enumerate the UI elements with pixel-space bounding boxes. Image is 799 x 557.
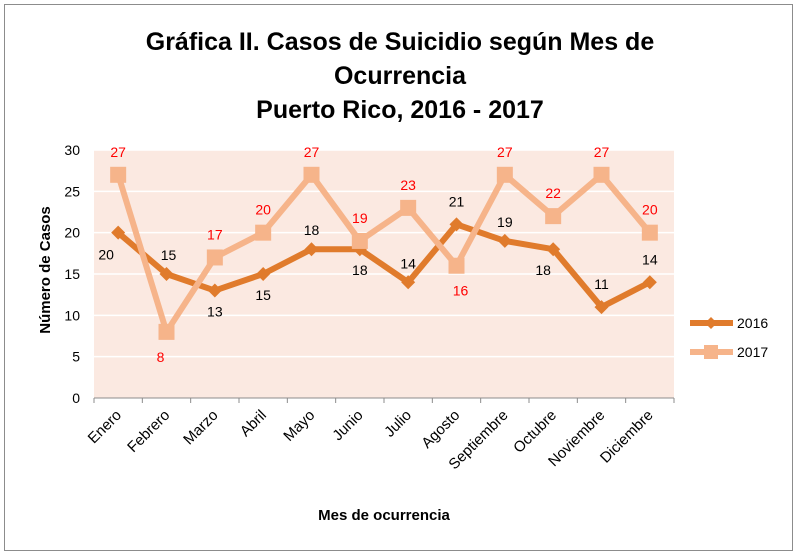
series-line-2016: [115, 221, 653, 311]
data-point-2017: [400, 199, 417, 216]
series-layer: [110, 166, 658, 340]
data-point-2017: [303, 166, 320, 183]
legend-item-2016: 2016: [690, 315, 768, 331]
y-tick-label: 0: [72, 390, 80, 406]
data-point-2016: [159, 267, 174, 281]
x-tick-label: Marzo: [180, 407, 221, 448]
data-point-2017: [641, 224, 658, 241]
x-tick-label: Diciembre: [597, 407, 657, 467]
data-point-2017: [158, 323, 175, 340]
legend: 2016 2017: [690, 315, 768, 360]
data-label-2016: 14: [400, 255, 416, 271]
data-label-2017: 22: [545, 185, 561, 201]
data-point-2017: [545, 208, 562, 225]
chart-title-line-1: Gráfica II. Casos de Suicidio según Mes …: [146, 28, 655, 56]
series-2017: [110, 166, 658, 340]
data-label-2017: 8: [157, 349, 165, 365]
data-label-2017: 27: [110, 144, 126, 160]
chart-title-line-3: Puerto Rico, 2016 - 2017: [256, 96, 544, 124]
y-tick-label: 30: [64, 142, 80, 158]
data-label-2017: 27: [497, 144, 513, 160]
x-tick-label: Enero: [85, 407, 125, 447]
data-point-2017: [351, 232, 368, 249]
x-tick-label: Octubre: [510, 407, 560, 457]
y-tick-label: 5: [72, 349, 80, 365]
y-tick-label: 10: [64, 307, 80, 323]
series-2016: [111, 217, 657, 315]
data-label-2016: 21: [449, 193, 465, 209]
data-point-2017: [448, 257, 465, 274]
data-point-2016: [449, 217, 464, 232]
data-label-2017: 23: [400, 177, 416, 193]
data-point-2017: [593, 166, 610, 183]
data-label-2016: 11: [594, 276, 609, 292]
chart-title-line-2: Ocurrencia: [334, 62, 467, 90]
series-line-2017: [115, 171, 653, 335]
x-axis: [93, 397, 675, 403]
y-tick-label: 25: [64, 183, 80, 199]
data-point-2016: [546, 242, 561, 257]
data-point-2016: [594, 300, 609, 315]
x-tick-label: Julio: [381, 407, 415, 441]
x-tick-label: Mayo: [280, 407, 318, 445]
data-point-2017: [496, 166, 513, 183]
y-axis-label: Número de Casos: [37, 206, 54, 334]
data-label-2016: 18: [535, 262, 551, 278]
data-point-2016: [256, 267, 271, 281]
x-tick-label: Febrero: [124, 407, 173, 456]
data-point-2017: [255, 224, 272, 241]
data-label-2016: 14: [642, 251, 658, 267]
data-label-2017: 19: [352, 210, 368, 226]
data-label-2017: 27: [594, 144, 610, 160]
legend-item-2017: 2017: [690, 344, 768, 360]
data-labels-layer: 20 15 13 15 18 18 14 21 19 18 11 14 27 8 17 20 27 19 23 16 2…: [98, 144, 657, 365]
y-axis-ticks: 0 5 10 15 20 25 30: [64, 142, 80, 406]
x-tick-label: Junio: [329, 407, 366, 444]
x-tick-label: Agosto: [418, 407, 463, 452]
data-label-2017: 17: [207, 226, 223, 242]
data-point-2017: [206, 249, 223, 266]
data-point-2016: [642, 275, 657, 290]
data-label-2016: 18: [304, 222, 320, 238]
data-point-2016: [497, 233, 512, 248]
x-axis-tick-labels: Enero Febrero Marzo Abril Mayo Junio Julio Agos…: [85, 407, 657, 473]
data-point-2016: [111, 225, 126, 240]
data-point-2017: [110, 166, 127, 183]
x-axis-label: Mes de ocurrencia: [318, 507, 450, 524]
data-point-2016: [207, 283, 222, 298]
data-label-2016: 15: [161, 247, 177, 263]
y-tick-label: 20: [64, 225, 80, 241]
data-point-2016: [401, 275, 416, 290]
legend-label: 2016: [737, 315, 768, 331]
y-tick-label: 15: [64, 266, 80, 282]
data-label-2017: 16: [453, 283, 469, 299]
data-label-2017: 20: [255, 202, 271, 218]
data-label-2017: 20: [642, 202, 658, 218]
legend-swatch-marker: [704, 345, 718, 359]
x-tick-label: Abril: [237, 407, 270, 440]
data-label-2017: 27: [304, 144, 320, 160]
data-point-2016: [304, 242, 319, 257]
data-label-2016: 13: [207, 304, 223, 320]
legend-label: 2017: [737, 344, 768, 360]
data-label-2016: 19: [497, 214, 513, 230]
data-label-2016: 20: [98, 247, 114, 263]
data-label-2016: 18: [352, 262, 368, 278]
legend-swatch-marker: [705, 317, 717, 329]
data-label-2016: 15: [255, 287, 271, 303]
